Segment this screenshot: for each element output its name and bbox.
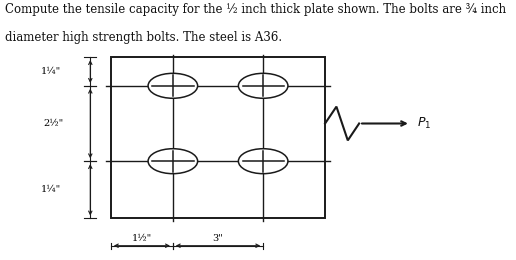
Circle shape bbox=[238, 149, 288, 174]
Text: 2½": 2½" bbox=[44, 119, 64, 128]
Text: 3": 3" bbox=[213, 234, 223, 243]
Circle shape bbox=[148, 149, 198, 174]
Text: 1¼": 1¼" bbox=[41, 185, 61, 194]
Text: diameter high strength bolts. The steel is A36.: diameter high strength bolts. The steel … bbox=[5, 31, 282, 44]
Circle shape bbox=[238, 73, 288, 98]
Text: 1½": 1½" bbox=[132, 234, 152, 243]
Bar bbox=[111, 57, 325, 218]
Text: 1¼": 1¼" bbox=[41, 67, 61, 76]
Circle shape bbox=[148, 73, 198, 98]
Text: Compute the tensile capacity for the ½ inch thick plate shown. The bolts are ¾ i: Compute the tensile capacity for the ½ i… bbox=[5, 3, 506, 16]
Text: $P_1$: $P_1$ bbox=[417, 116, 431, 131]
